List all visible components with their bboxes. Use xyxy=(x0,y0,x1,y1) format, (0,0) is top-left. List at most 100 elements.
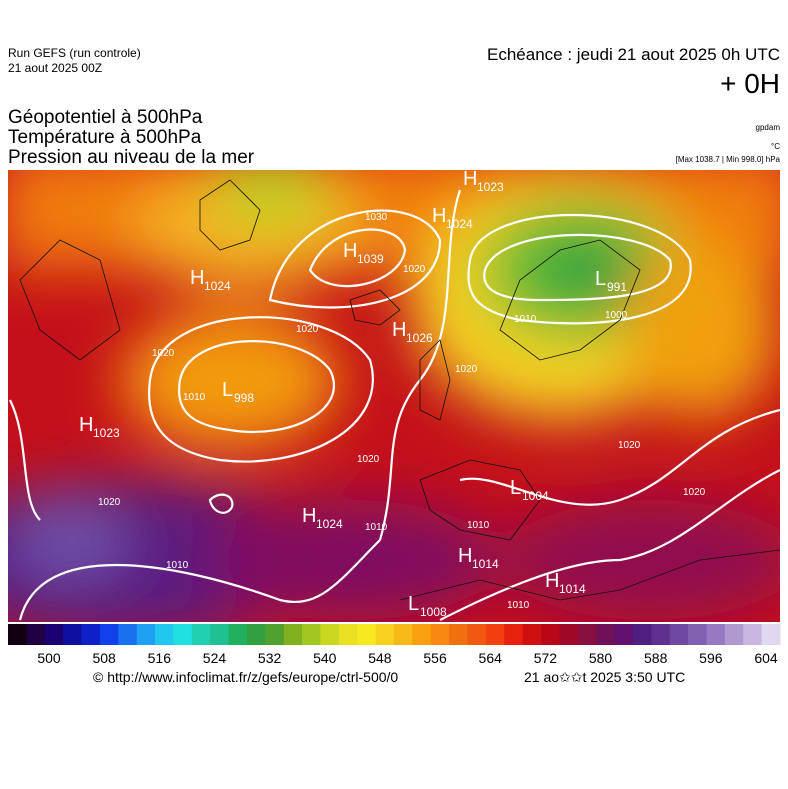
colorbar-swatch xyxy=(688,624,707,645)
center-kind: H xyxy=(343,240,357,262)
center-kind: H xyxy=(190,267,204,289)
colorbar-swatch xyxy=(63,624,83,645)
colorbar-swatch xyxy=(44,624,64,645)
colorbar-label: 508 xyxy=(92,650,116,666)
center-kind: L xyxy=(408,593,419,615)
center-kind: L xyxy=(595,268,606,290)
lead-time: + 0H xyxy=(720,68,780,99)
colorbar-swatch xyxy=(743,624,763,645)
center-value: 1014 xyxy=(472,557,499,571)
source: © http://www.infoclimat.fr/z/gefs/europe… xyxy=(93,669,399,685)
run-date: 21 aout 2025 00Z xyxy=(8,61,103,75)
valid-time: Echéance : jeudi 21 aout 2025 0h UTC xyxy=(487,45,780,64)
colorbar-swatch xyxy=(283,624,303,645)
colorbar-label: 500 xyxy=(37,650,61,666)
title-3: Pression au niveau de la mer xyxy=(8,147,255,168)
colorbar-swatch xyxy=(394,624,413,645)
colorbar-swatch xyxy=(632,624,652,645)
isobar-label: 1000 xyxy=(605,310,628,321)
isobar-label: 1020 xyxy=(683,487,706,498)
isobar-label: 1020 xyxy=(98,497,121,508)
isobars xyxy=(9,189,780,621)
colorbar-swatch xyxy=(449,624,469,645)
colorbar-swatch xyxy=(430,624,450,645)
colorbar-swatch xyxy=(467,624,487,645)
isobar-label: 1020 xyxy=(152,348,175,359)
title-2: Température à 500hPa xyxy=(8,127,202,148)
colorbar-swatch xyxy=(596,624,616,645)
colorbar-swatch xyxy=(228,624,248,645)
colorbar-swatch xyxy=(136,624,156,645)
colorbar-swatch xyxy=(99,624,119,645)
isobar-label: 1020 xyxy=(618,440,641,451)
colorbar-swatch xyxy=(338,624,358,645)
colorbar-label: 604 xyxy=(754,650,778,666)
colorbar-swatch xyxy=(504,624,524,645)
colorbar-swatch xyxy=(265,624,285,645)
colorbar-swatch xyxy=(357,624,377,645)
colorbar-swatch xyxy=(522,624,542,645)
colorbar-swatch xyxy=(761,624,781,645)
colorbar-swatch xyxy=(614,624,634,645)
colorbar-swatch xyxy=(412,624,432,645)
colorbar-swatch xyxy=(173,624,193,645)
colorbar-swatch xyxy=(8,624,27,645)
center-value: 1023 xyxy=(477,180,504,194)
center-value: 1024 xyxy=(446,217,473,231)
field xyxy=(8,170,780,622)
isobar-label: 1010 xyxy=(467,520,490,531)
isobar-label: 1020 xyxy=(357,454,380,465)
isobar-label: 1020 xyxy=(296,324,319,335)
center-value: 1024 xyxy=(316,517,343,531)
colorbar-label: 580 xyxy=(589,650,613,666)
generated: 21 ao✩✩t 2025 3:50 UTC xyxy=(524,669,686,685)
colorbar-swatch xyxy=(210,624,230,645)
colorbar-label: 548 xyxy=(368,650,392,666)
center-value: 998 xyxy=(234,391,254,405)
unit-temp: °C xyxy=(771,142,780,151)
colorbar-swatch xyxy=(118,624,138,645)
coastlines xyxy=(19,179,780,601)
colorbar-swatch xyxy=(320,624,340,645)
isobar-labels: 1030 1020 1020 1020 1010 1020 1000 1010 1020 1020… xyxy=(98,212,706,611)
colorbar-swatch xyxy=(541,624,560,645)
colorbar-label: 564 xyxy=(479,650,503,666)
center-value: 1023 xyxy=(93,426,120,440)
isobar-label: 1010 xyxy=(365,522,388,533)
unit-geo: gpdam xyxy=(755,123,780,132)
colorbar-swatch xyxy=(706,624,726,645)
center-kind: H xyxy=(432,205,446,227)
colorbar-label: 572 xyxy=(534,650,558,666)
colorbar-label: 532 xyxy=(258,650,282,666)
center-kind: H xyxy=(79,414,93,436)
center-value: 1008 xyxy=(420,605,447,619)
colorbar-swatch xyxy=(485,624,505,645)
colorbar-label: 556 xyxy=(423,650,447,666)
isobar-label: 1020 xyxy=(455,364,478,375)
unit-pressure: [Max 1038.7 | Min 998.0] hPa xyxy=(675,155,780,164)
colorbar-label: 516 xyxy=(148,650,172,666)
colorbar-swatch xyxy=(669,624,689,645)
center-kind: L xyxy=(510,477,521,499)
colorbar-swatch xyxy=(246,624,266,645)
center-value: 1024 xyxy=(204,279,231,293)
colorbar-swatch xyxy=(724,624,744,645)
center-value: 1026 xyxy=(406,331,433,345)
colorbar-swatch xyxy=(559,624,579,645)
center-value: 1014 xyxy=(559,582,586,596)
colorbar-swatch xyxy=(375,624,395,645)
isobar-label: 1010 xyxy=(183,392,206,403)
center-kind: H xyxy=(545,570,559,592)
colorbar: 500 508 516 524 532 540 548 556 564 572 580 588 596 6… xyxy=(8,624,781,666)
center-kind: H xyxy=(302,505,316,527)
run-label: Run GEFS (run controle) xyxy=(8,46,141,60)
center-kind: H xyxy=(463,168,477,190)
colorbar-swatch xyxy=(577,624,597,645)
colorbar-swatch xyxy=(155,624,174,645)
colorbar-swatch xyxy=(26,624,46,645)
isobar-label: 1020 xyxy=(403,264,426,275)
center-value: 1039 xyxy=(357,252,384,266)
colorbar-label: 588 xyxy=(644,650,668,666)
